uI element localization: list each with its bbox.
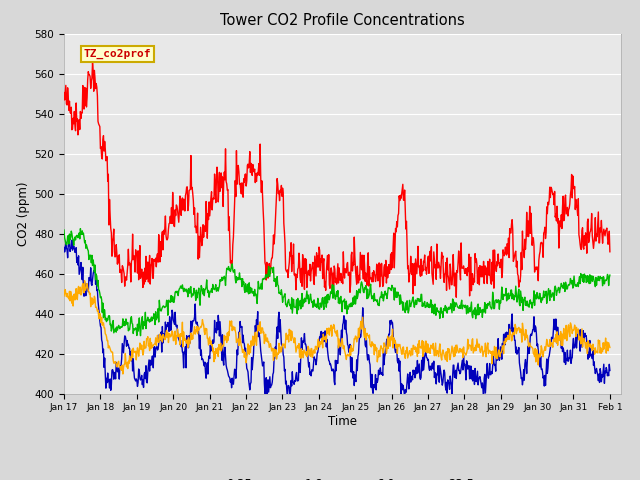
Y-axis label: CO2 (ppm): CO2 (ppm) [17, 181, 30, 246]
Text: TZ_co2prof: TZ_co2prof [83, 49, 151, 59]
Title: Tower CO2 Profile Concentrations: Tower CO2 Profile Concentrations [220, 13, 465, 28]
Legend: 0.35m, 1.8m, 6.0m, 23.5m: 0.35m, 1.8m, 6.0m, 23.5m [195, 473, 490, 480]
X-axis label: Time: Time [328, 415, 357, 428]
